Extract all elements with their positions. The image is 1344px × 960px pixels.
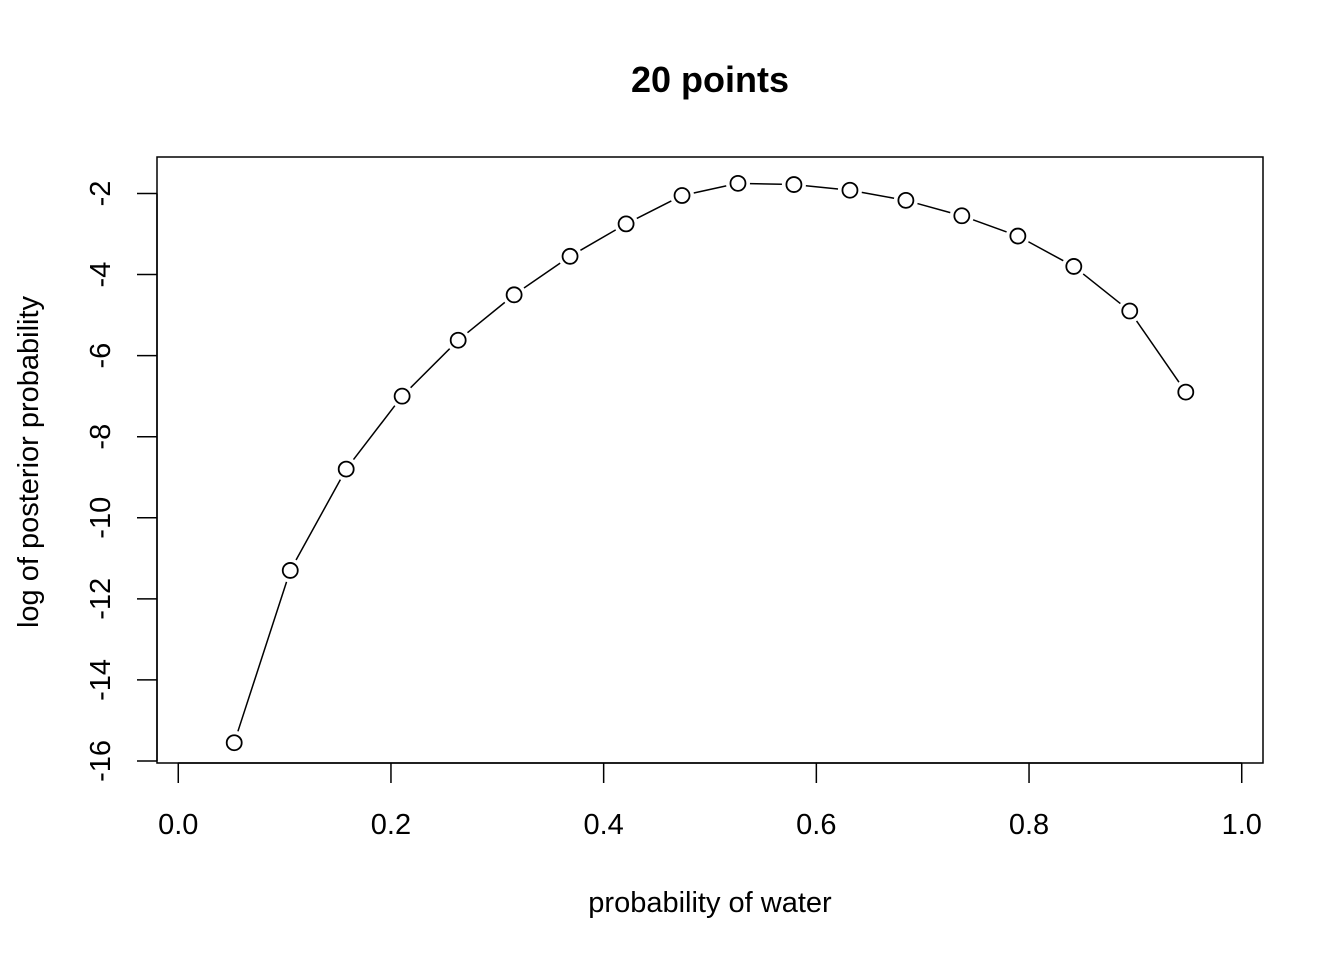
line-segment: [410, 348, 451, 389]
data-point: [1121, 302, 1139, 320]
line-segment: [1028, 241, 1064, 262]
x-axis: 0.0 0.2 0.4 0.6 0.8 1.0: [158, 762, 1262, 841]
y-tick-label: -14: [85, 659, 117, 701]
plot-frame: [156, 156, 1264, 764]
line-segment: [693, 185, 727, 194]
data-point: [673, 187, 691, 204]
y-axis-label: log of posterior probability: [13, 295, 45, 628]
line-segment: [749, 182, 782, 186]
data-point: [561, 247, 579, 265]
x-tick-label: 0.8: [1009, 809, 1049, 841]
line-segment: [237, 581, 288, 732]
y-tick-label: -12: [85, 578, 117, 620]
y-tick-label: -4: [85, 262, 117, 288]
data-point: [1065, 258, 1083, 275]
data-point: [337, 460, 355, 478]
data-point: [617, 215, 635, 233]
data-point: [953, 207, 971, 225]
line-segment: [352, 405, 396, 461]
line-segment: [972, 219, 1007, 233]
chart-title: 20 points: [631, 59, 789, 100]
line-segment: [917, 202, 951, 214]
line-segment: [580, 229, 617, 251]
data-point: [449, 331, 467, 349]
data-point: [1009, 227, 1027, 245]
line-segment: [861, 191, 895, 199]
line-segment: [805, 185, 839, 190]
line-segment: [1082, 273, 1121, 305]
y-tick-label: -6: [85, 343, 117, 369]
data-point: [1177, 383, 1195, 401]
y-axis: -16 -14 -12 -10 -8 -6 -4 -2: [85, 181, 158, 782]
line-segment: [467, 301, 506, 334]
y-tick-label: -16: [85, 740, 117, 782]
data-point: [281, 562, 299, 579]
line-segment: [636, 200, 672, 220]
x-tick-label: 1.0: [1222, 809, 1262, 841]
data-point: [729, 174, 747, 192]
series-line: [237, 182, 1180, 732]
line-segment: [295, 479, 342, 561]
y-tick-label: -2: [85, 181, 117, 207]
data-point: [505, 286, 523, 304]
data-point: [785, 176, 803, 193]
line-segment: [523, 262, 561, 289]
x-tick-label: 0.0: [158, 809, 198, 841]
y-tick-label: -10: [85, 497, 117, 539]
data-point: [841, 181, 859, 199]
x-tick-label: 0.2: [371, 809, 411, 841]
x-tick-label: 0.4: [583, 809, 623, 841]
x-tick-label: 0.6: [796, 809, 836, 841]
y-tick-label: -8: [85, 424, 117, 450]
data-point: [897, 191, 915, 209]
data-point: [393, 387, 411, 405]
line-segment: [1135, 320, 1180, 383]
series-points: [225, 174, 1195, 752]
x-axis-label: probability of water: [588, 887, 832, 919]
data-point: [225, 734, 243, 752]
